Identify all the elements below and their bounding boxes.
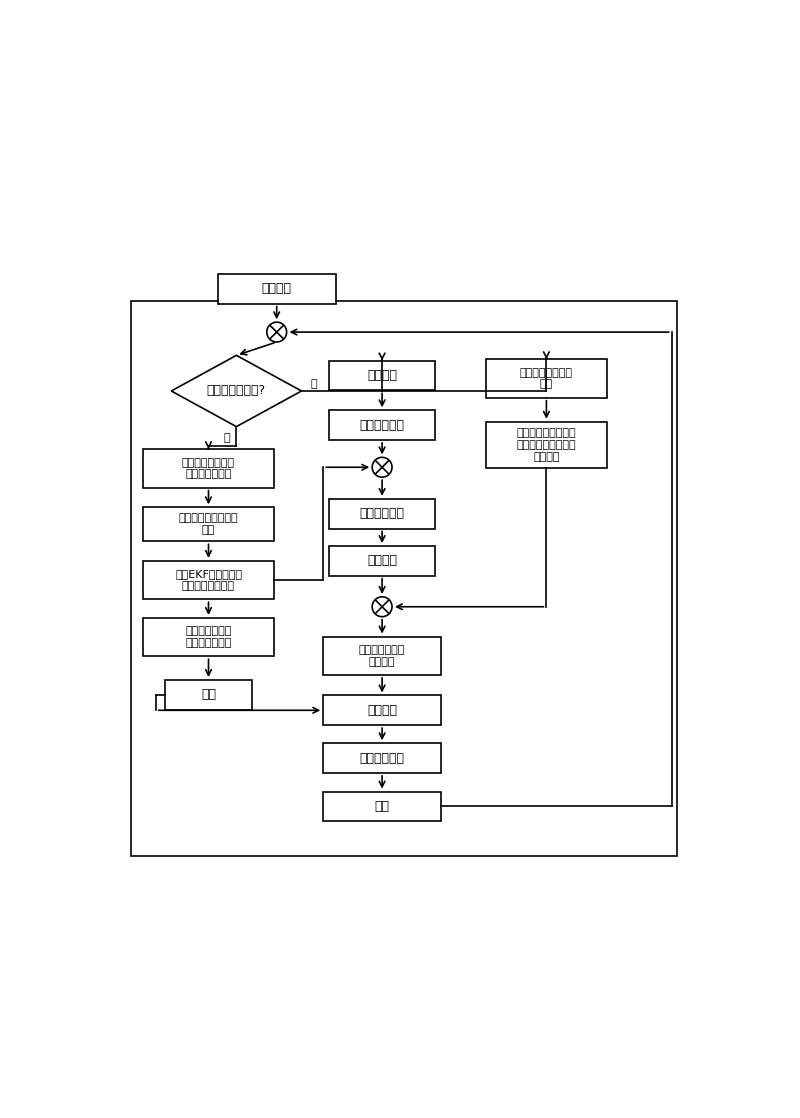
- Text: 太阳敏感器确定偏航
姿态: 太阳敏感器确定偏航 姿态: [178, 513, 238, 536]
- Text: 相对位置确定: 相对位置确定: [360, 751, 405, 765]
- Bar: [143, 618, 274, 656]
- Text: 否: 否: [224, 433, 230, 443]
- Bar: [323, 636, 441, 675]
- Text: 利用EKF进行姿态修
正与陀螺偏差标定: 利用EKF进行姿态修 正与陀螺偏差标定: [175, 569, 242, 591]
- Text: 轮系速度、角度等
采样: 轮系速度、角度等 采样: [520, 368, 573, 389]
- Text: 是: 是: [310, 379, 318, 389]
- Bar: [330, 546, 435, 576]
- Bar: [143, 508, 274, 541]
- Text: 陀螺采样: 陀螺采样: [367, 369, 397, 382]
- Text: 初始位置: 初始位置: [262, 282, 292, 295]
- Bar: [323, 792, 441, 822]
- Bar: [323, 695, 441, 726]
- Bar: [165, 680, 252, 710]
- Text: 导航坐标系中的
位置增量: 导航坐标系中的 位置增量: [359, 645, 406, 666]
- Bar: [330, 410, 435, 440]
- Polygon shape: [171, 356, 302, 427]
- Text: 陀螺偏差估计值
与修正后的姿态: 陀螺偏差估计值 与修正后的姿态: [186, 626, 232, 648]
- Bar: [143, 449, 274, 487]
- Circle shape: [372, 457, 392, 477]
- Bar: [330, 361, 435, 390]
- Text: 探测器是否运动?: 探测器是否运动?: [207, 385, 266, 398]
- Text: 陀螺姿态预估: 陀螺姿态预估: [360, 508, 405, 520]
- Text: 速度确定: 速度确定: [367, 704, 397, 717]
- Text: 陀螺偏差补偿: 陀螺偏差补偿: [360, 418, 405, 432]
- Bar: [143, 561, 274, 599]
- Circle shape: [372, 597, 392, 617]
- Text: 利用探测器正运动学
获得本体坐标系中的
位置增量: 利用探测器正运动学 获得本体坐标系中的 位置增量: [517, 428, 576, 462]
- Bar: [323, 743, 441, 773]
- Text: 保存: 保存: [374, 799, 390, 813]
- Bar: [330, 499, 435, 529]
- Text: 三轴加速度计确定
滚动和俯仰姿态: 三轴加速度计确定 滚动和俯仰姿态: [182, 457, 235, 480]
- Bar: [131, 301, 677, 856]
- Bar: [486, 359, 607, 398]
- Circle shape: [266, 322, 286, 342]
- Bar: [218, 274, 336, 304]
- Bar: [486, 421, 607, 468]
- Text: 保存: 保存: [201, 689, 216, 701]
- Text: 姿态矩阵: 姿态矩阵: [367, 555, 397, 567]
